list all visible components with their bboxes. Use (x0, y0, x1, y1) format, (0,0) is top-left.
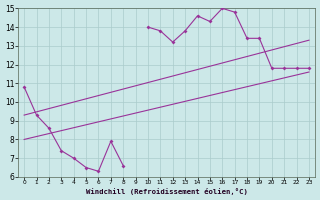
X-axis label: Windchill (Refroidissement éolien,°C): Windchill (Refroidissement éolien,°C) (86, 188, 247, 195)
